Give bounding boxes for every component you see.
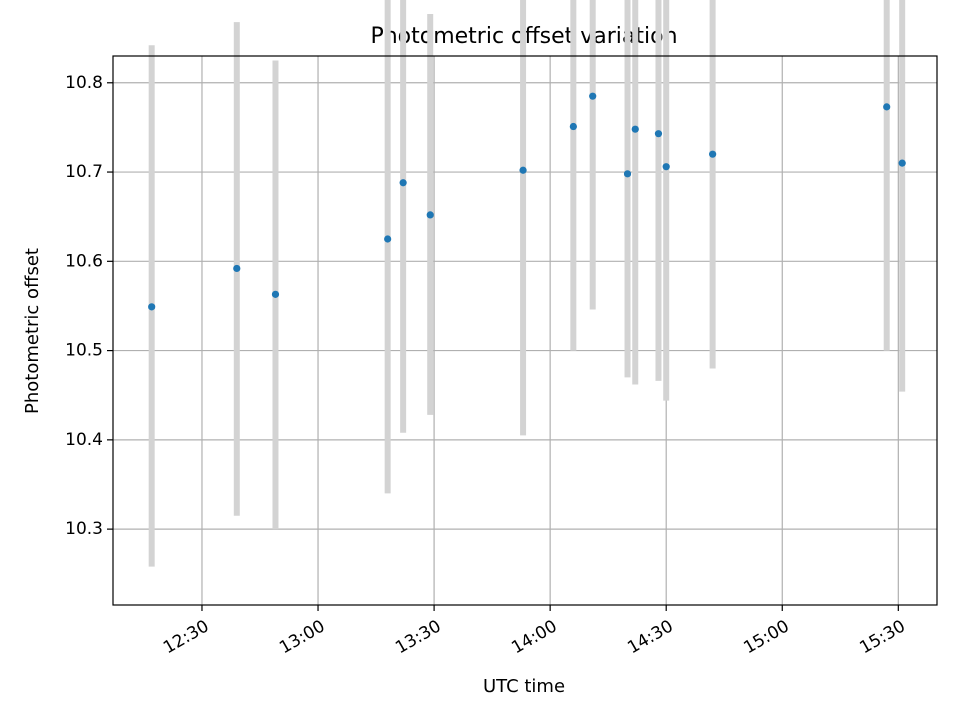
error-bars xyxy=(148,0,906,567)
x-tick-label: 13:30 xyxy=(392,616,444,658)
data-point xyxy=(898,159,906,167)
x-tick-label: 12:30 xyxy=(160,616,212,658)
x-tick-label: 15:30 xyxy=(856,616,908,658)
data-point xyxy=(233,264,241,273)
x-axis-label: UTC time xyxy=(483,676,565,697)
data-point xyxy=(569,122,577,131)
x-axis-ticks: 12:30 13:00 13:30 14:00 14:30 15:00 15:30 xyxy=(160,605,909,658)
data-point xyxy=(426,211,434,219)
data-point xyxy=(589,92,597,100)
data-point xyxy=(631,125,639,133)
data-point xyxy=(148,303,156,311)
data-point xyxy=(384,235,392,243)
data-point xyxy=(399,179,407,187)
x-tick-label: 14:00 xyxy=(508,616,560,658)
x-tick-label: 14:30 xyxy=(624,616,676,658)
y-tick-label: 10.9 xyxy=(65,0,103,4)
y-axis-label: Photometric offset xyxy=(22,248,43,414)
y-tick-label: 10.7 xyxy=(65,162,103,182)
y-tick-label: 10.5 xyxy=(65,341,103,361)
x-tick-label: 13:00 xyxy=(276,616,328,658)
data-point xyxy=(662,163,670,171)
y-tick-label: 10.4 xyxy=(65,430,103,450)
y-tick-label: 10.3 xyxy=(65,519,103,539)
y-tick-label: 10.8 xyxy=(65,73,103,93)
data-point xyxy=(883,103,891,111)
data-points xyxy=(148,92,906,311)
data-point xyxy=(271,290,280,298)
data-point xyxy=(709,150,717,158)
y-tick-label: 10.6 xyxy=(65,251,103,271)
x-tick-label: 15:00 xyxy=(740,616,792,658)
data-point xyxy=(519,166,527,174)
y-axis-ticks: 10.310.410.510.610.710.810.911.0 xyxy=(65,0,113,539)
data-point xyxy=(623,170,632,178)
data-point xyxy=(654,130,663,138)
plot-frame xyxy=(112,55,938,606)
